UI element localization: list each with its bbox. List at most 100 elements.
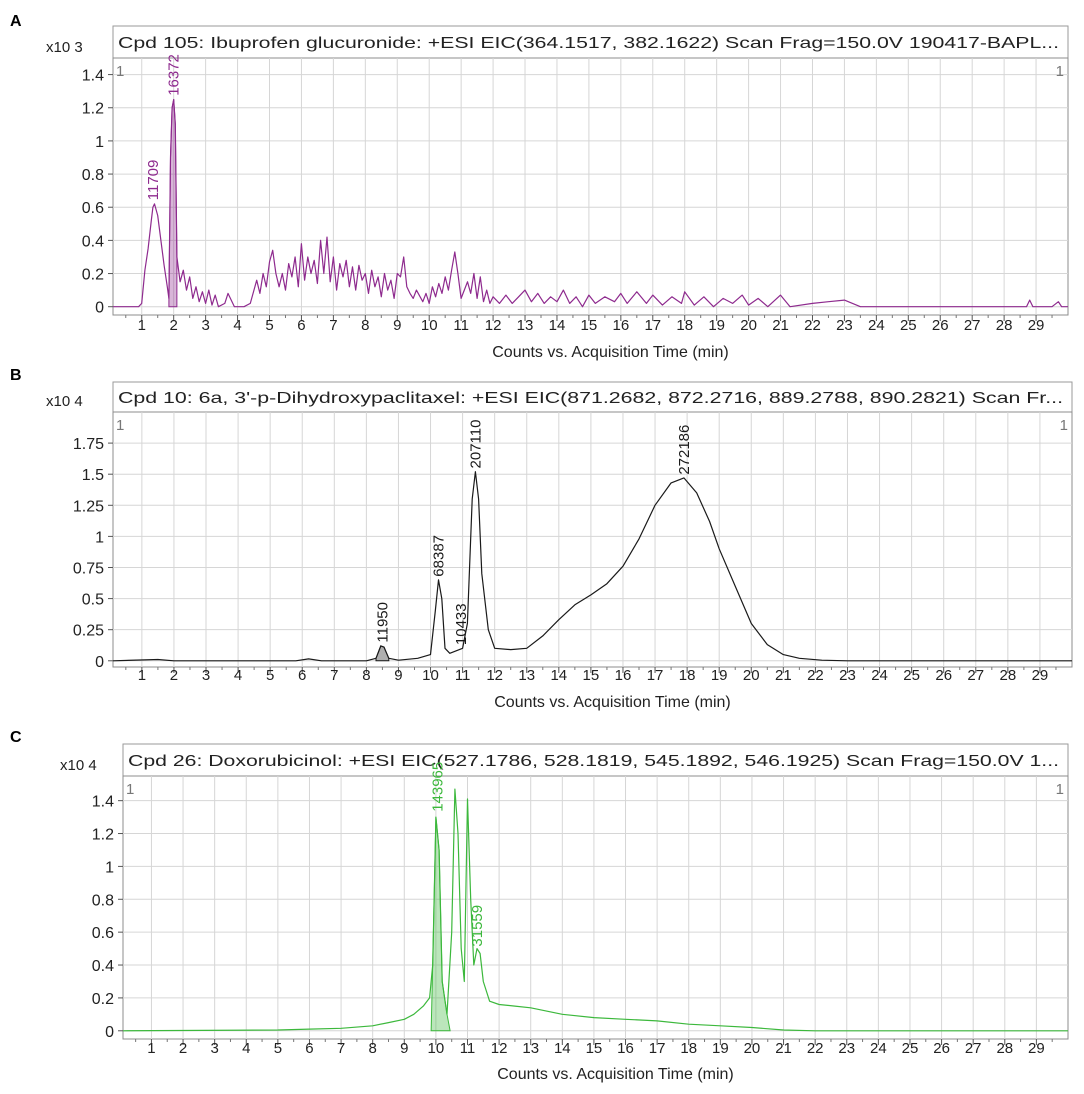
x-tick-label: 19 — [712, 1040, 729, 1057]
y-tick-label: 0.8 — [82, 167, 104, 184]
x-tick-label: 10 — [422, 667, 439, 684]
x-tick-label: 1 — [138, 667, 146, 684]
x-tick-label: 25 — [902, 1040, 919, 1057]
x-tick-label: 20 — [740, 317, 757, 334]
x-tick-label: 17 — [649, 1040, 666, 1057]
x-tick-label: 22 — [804, 317, 821, 334]
x-tick-label: 17 — [644, 317, 661, 334]
x-tick-label: 6 — [297, 317, 305, 334]
x-tick-label: 5 — [274, 1040, 282, 1057]
x-tick-label: 25 — [903, 667, 920, 684]
y-tick-label: 1.4 — [92, 794, 114, 811]
plot-area — [122, 775, 1069, 1040]
panel-label: B — [10, 367, 22, 384]
x-axis-label: Counts vs. Acquisition Time (min) — [494, 694, 731, 711]
plot-area — [112, 411, 1073, 668]
x-tick-label: 28 — [996, 317, 1013, 334]
corner-label-left: 1 — [126, 781, 134, 798]
x-tick-label: 5 — [265, 317, 273, 334]
peak-label: 272186 — [676, 425, 693, 475]
y-tick-label: 1 — [105, 859, 114, 876]
y-tick-label: 0.8 — [92, 892, 114, 909]
x-tick-label: 12 — [491, 1040, 508, 1057]
chart-title-box — [112, 25, 1069, 59]
x-tick-label: 10 — [428, 1040, 445, 1057]
x-tick-label: 1 — [147, 1040, 155, 1057]
x-tick-label: 19 — [708, 317, 725, 334]
corner-label-right: 1 — [1056, 781, 1064, 798]
x-tick-label: 21 — [772, 317, 789, 334]
chart-title-box — [112, 381, 1073, 413]
x-tick-label: 6 — [305, 1040, 313, 1057]
x-tick-label: 26 — [932, 317, 949, 334]
x-tick-label: 9 — [400, 1040, 408, 1057]
series-line — [112, 471, 1072, 662]
y-tick-label: 1.2 — [82, 101, 104, 118]
y-tick-label: 0 — [105, 1024, 114, 1041]
x-tick-label: 16 — [617, 1040, 634, 1057]
x-tick-label: 20 — [744, 1040, 761, 1057]
x-tick-label: 26 — [933, 1040, 950, 1057]
x-tick-label: 24 — [871, 667, 888, 684]
x-tick-label: 21 — [775, 667, 792, 684]
x-tick-label: 4 — [234, 667, 242, 684]
x-tick-label: 14 — [554, 1040, 571, 1057]
y-tick-label: 0.4 — [82, 233, 104, 250]
chart-panel-a: A Cpd 105: Ibuprofen glucuronide: +ESI EI… — [10, 13, 1069, 361]
x-tick-label: 29 — [1032, 667, 1049, 684]
plot-area — [112, 57, 1069, 316]
x-tick-label: 2 — [170, 667, 178, 684]
peak-label: 11950 — [374, 602, 391, 643]
x-tick-label: 25 — [900, 317, 917, 334]
x-tick-label: 15 — [581, 317, 598, 334]
x-tick-label: 29 — [1028, 1040, 1045, 1057]
x-tick-label: 7 — [337, 1040, 345, 1057]
y-tick-label: 1 — [95, 529, 104, 546]
x-tick-label: 2 — [170, 317, 178, 334]
chart-title: Cpd 26: Doxorubicinol: +ESI EIC(527.1786… — [128, 753, 1059, 770]
series-line — [122, 788, 1068, 1032]
series-line — [113, 98, 1068, 308]
x-tick-label: 11 — [455, 667, 471, 684]
x-tick-label: 15 — [583, 667, 600, 684]
corner-label-right: 1 — [1056, 63, 1064, 80]
peak-label: 10433 — [453, 603, 470, 645]
peak-label: 31559 — [469, 905, 486, 947]
x-tick-label: 14 — [549, 317, 566, 334]
y-tick-label: 1.2 — [92, 827, 114, 844]
chart-title-box — [122, 743, 1069, 777]
y-tick-label: 0.6 — [82, 200, 104, 217]
chart-title: Cpd 105: Ibuprofen glucuronide: +ESI EIC… — [118, 35, 1059, 52]
x-tick-label: 23 — [838, 1040, 855, 1057]
x-tick-label: 8 — [362, 667, 370, 684]
x-tick-label: 12 — [485, 317, 502, 334]
x-tick-label: 24 — [870, 1040, 887, 1057]
chart-panel-c: C Cpd 26: Doxorubicinol: +ESI EIC(527.178… — [10, 729, 1069, 1083]
y-axis-multiplier: x10 4 — [60, 757, 97, 774]
x-tick-label: 7 — [330, 667, 338, 684]
x-tick-label: 9 — [394, 667, 402, 684]
y-tick-label: 0.6 — [92, 925, 114, 942]
x-tick-label: 6 — [298, 667, 306, 684]
peak-label: 16372 — [166, 54, 183, 96]
x-tick-label: 22 — [807, 667, 824, 684]
corner-label-right: 1 — [1060, 417, 1068, 434]
x-tick-label: 10 — [421, 317, 438, 334]
x-tick-label: 4 — [242, 1040, 250, 1057]
x-tick-label: 22 — [807, 1040, 824, 1057]
x-tick-label: 24 — [868, 317, 885, 334]
x-tick-label: 13 — [518, 667, 535, 684]
x-tick-label: 20 — [743, 667, 760, 684]
x-tick-label: 18 — [680, 1040, 697, 1057]
x-tick-label: 9 — [393, 317, 401, 334]
x-tick-label: 17 — [647, 667, 664, 684]
x-tick-label: 14 — [550, 667, 567, 684]
x-tick-label: 16 — [612, 317, 629, 334]
chart-title: Cpd 10: 6a, 3'-p-Dihydroxypaclitaxel: +E… — [118, 390, 1063, 407]
x-tick-label: 21 — [775, 1040, 792, 1057]
x-axis-label: Counts vs. Acquisition Time (min) — [492, 344, 729, 361]
x-tick-label: 13 — [517, 317, 534, 334]
peak-label: 143965 — [429, 762, 446, 812]
x-tick-label: 2 — [179, 1040, 187, 1057]
